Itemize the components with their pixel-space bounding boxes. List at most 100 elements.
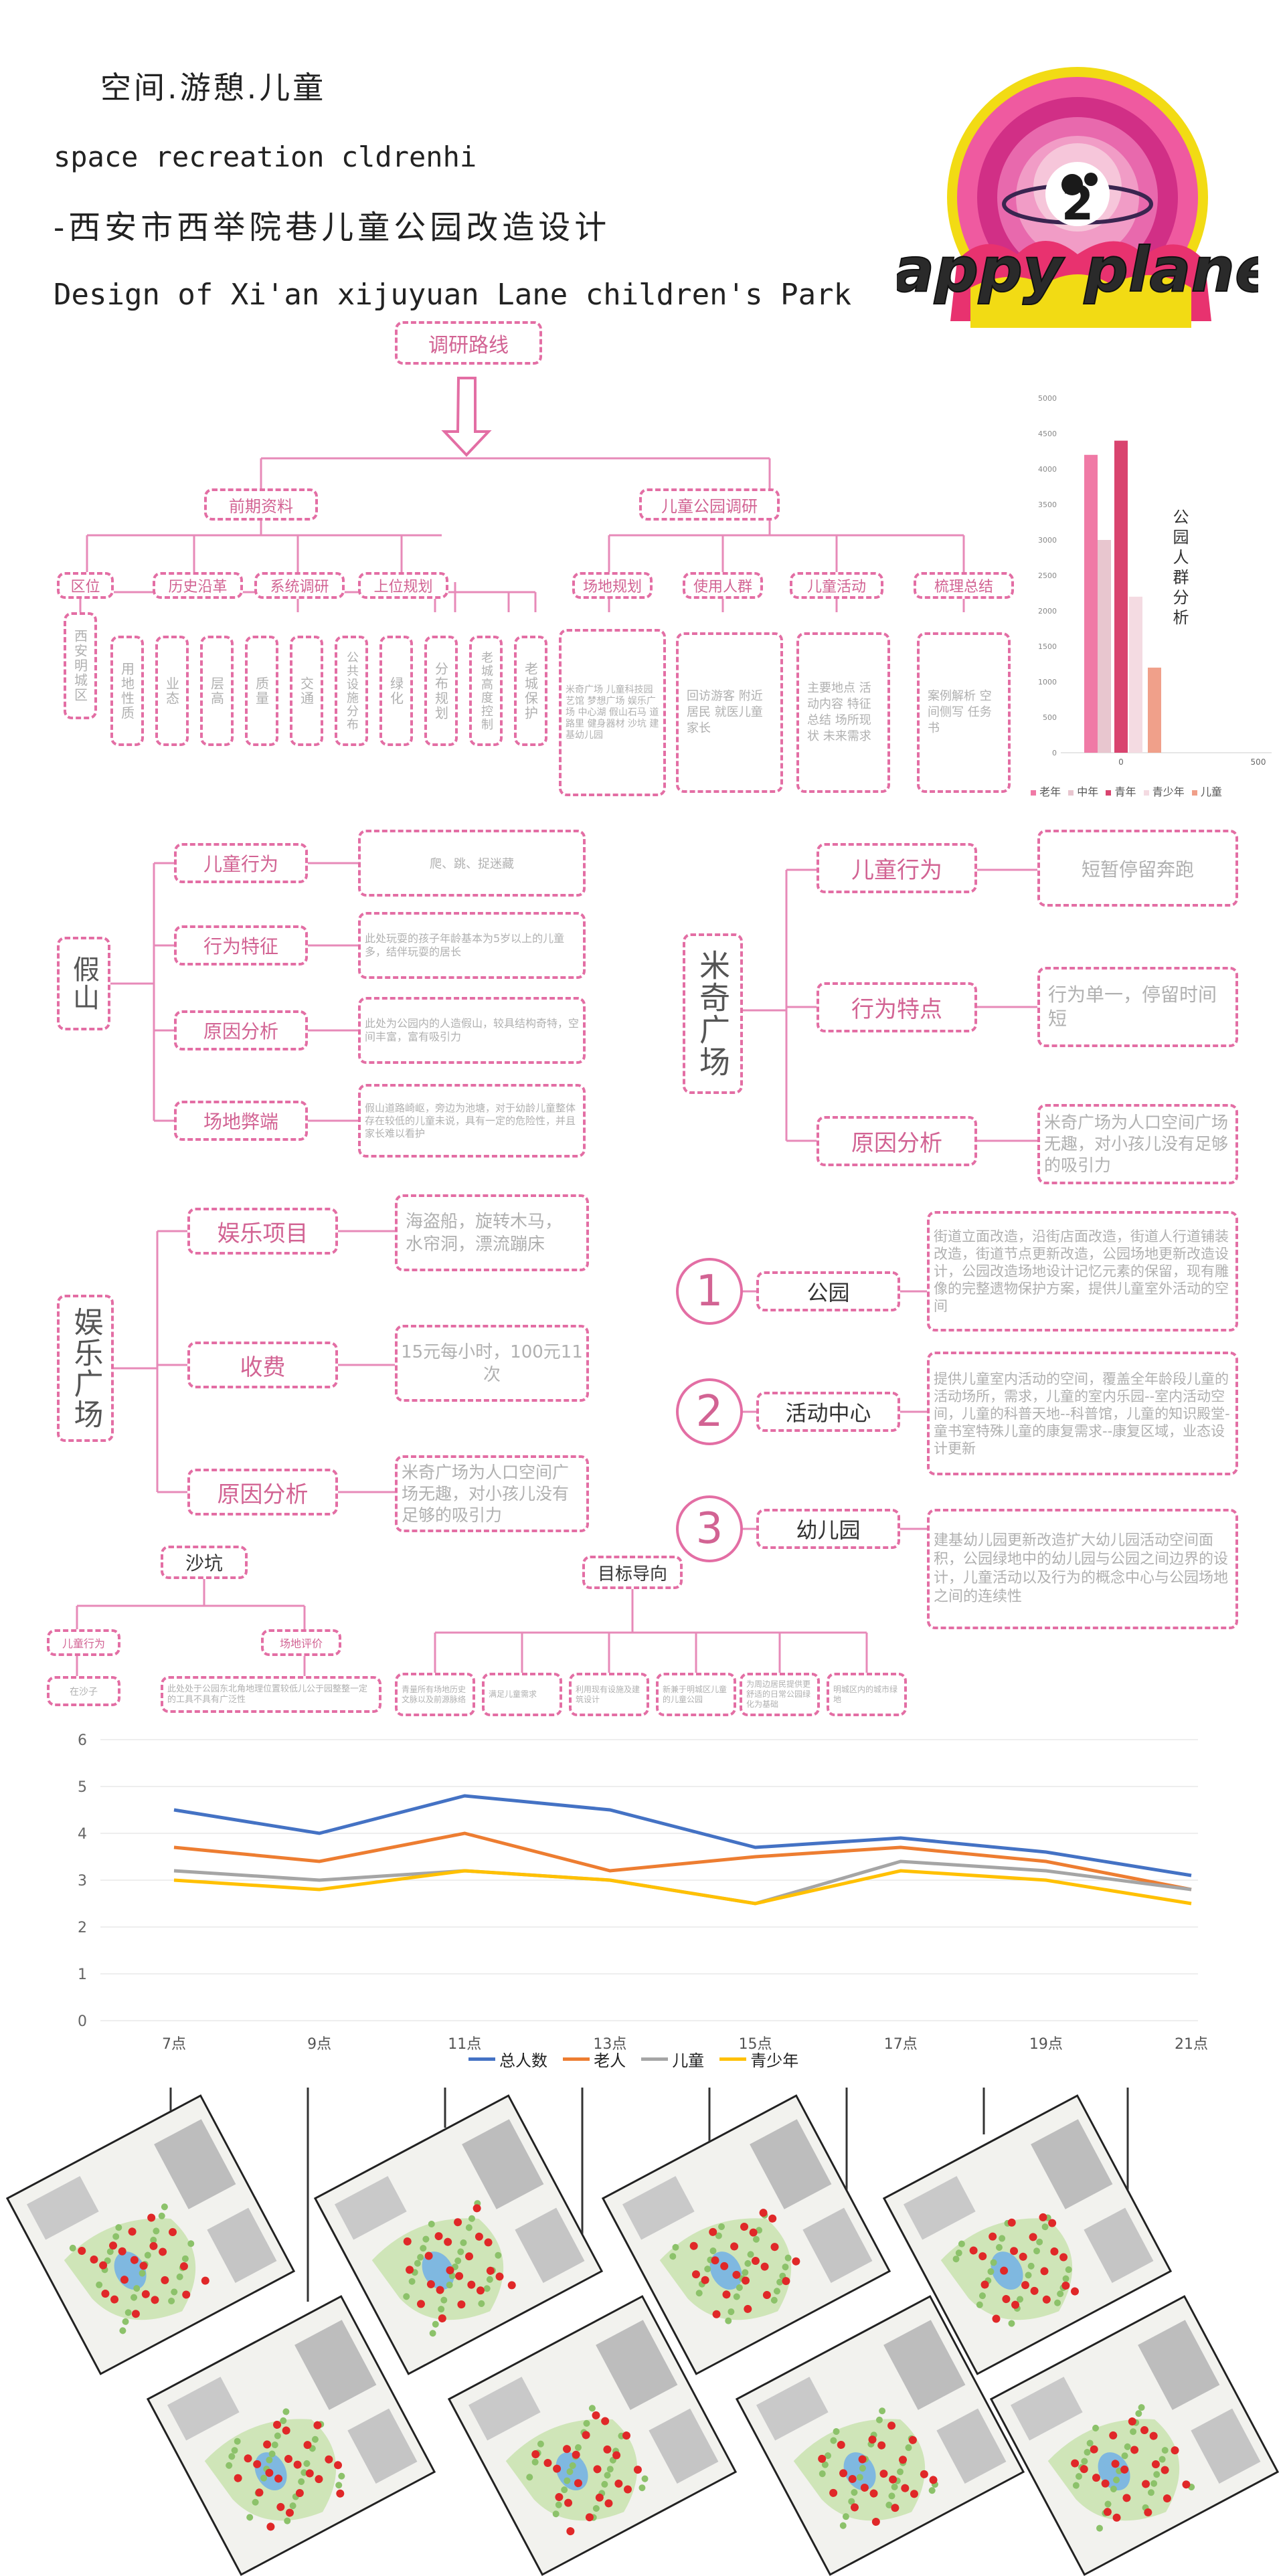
- plan-tree: [526, 2474, 533, 2481]
- plan-tree: [566, 2468, 574, 2476]
- activity-detail: 主要地点 活动内容 特征总结 场所现状 未来需求: [796, 632, 890, 793]
- sub-location: 西安明城区: [64, 612, 97, 719]
- targets-section: 1 公园 街道立面改造，沿街店面改造，街道人行道铺装改造，街道节点更新改造，公园…: [669, 1204, 1252, 1639]
- line-xtick: 13点: [593, 2036, 626, 2053]
- plan-tree: [1096, 2524, 1104, 2532]
- plan-tree: [770, 2296, 778, 2304]
- right-item-activity: 儿童活动: [790, 572, 883, 599]
- site-plan-21: [989, 2295, 1280, 2576]
- plan-tree: [158, 2212, 165, 2219]
- plan-tree: [952, 2256, 960, 2263]
- legend-middle: 中年: [1068, 786, 1098, 798]
- plan-tree: [879, 2407, 886, 2415]
- plan-person: [969, 2246, 978, 2255]
- plan-person: [179, 2262, 188, 2271]
- plan-tree: [428, 2221, 435, 2228]
- plan-tree: [260, 2474, 268, 2482]
- plan-tree: [1110, 2485, 1117, 2492]
- plan-person: [293, 2460, 302, 2469]
- plan-tree: [1113, 2476, 1120, 2484]
- plan-tree: [1054, 2299, 1061, 2306]
- plan-person: [1029, 2233, 1037, 2241]
- plan-person: [101, 2290, 110, 2298]
- line-xtick: 15点: [739, 2036, 772, 2053]
- bar-ytick: 1000: [1038, 678, 1057, 686]
- plan-person: [1021, 2281, 1029, 2290]
- plan-person: [782, 2277, 790, 2286]
- miqi-section: 米奇广场 儿童行为 短暂停留奔跑 行为特点 行为单一，停留时间短 原因分析 米奇…: [669, 823, 1252, 1198]
- plan-person: [891, 2504, 900, 2512]
- plan-tree: [1104, 2500, 1112, 2508]
- plan-person: [689, 2241, 698, 2250]
- plan-person: [899, 2456, 908, 2464]
- plan-person: [128, 2227, 137, 2236]
- plan-person: [1144, 2508, 1152, 2516]
- plan-person: [1002, 2295, 1011, 2304]
- plan-person: [276, 2502, 285, 2511]
- plan-tree: [592, 2505, 600, 2512]
- title-cn: 空间.游憩.儿童: [100, 70, 327, 106]
- plan-tree: [1057, 2290, 1064, 2298]
- plan-tree: [736, 2284, 743, 2291]
- plan-building: [750, 2119, 832, 2209]
- plan-tree: [1084, 2449, 1091, 2456]
- miqi-row-3-label: 原因分析: [817, 1116, 977, 1166]
- plan-tree: [958, 2240, 965, 2247]
- plan-tree: [888, 2492, 895, 2500]
- plan-person: [760, 2262, 769, 2271]
- left-item-planning: 上位规划: [358, 572, 448, 599]
- target-3-desc: 建基幼儿园更新改造扩大幼儿园活动空间面积，公园绿地中的幼儿园与公园之间边界的设计…: [927, 1509, 1238, 1629]
- summary-detail: 案例解析 空间侧写 任务书: [917, 632, 1011, 793]
- plan-person: [266, 2522, 275, 2531]
- plan-tree: [564, 2477, 571, 2484]
- plan-tree: [1161, 2447, 1169, 2454]
- plan-person: [1128, 2417, 1136, 2426]
- plan-person: [1039, 2213, 1047, 2221]
- plan-tree: [842, 2513, 849, 2520]
- plan-person: [1122, 2494, 1131, 2502]
- line-xtick: 17点: [884, 2036, 918, 2053]
- plan-person: [910, 2490, 918, 2498]
- bar-ytick: 2500: [1038, 571, 1057, 580]
- plan-tree: [266, 2456, 273, 2464]
- plan-tree: [990, 2259, 997, 2266]
- plan-person: [131, 2310, 140, 2318]
- plan-tree: [282, 2408, 290, 2415]
- plan-tree: [552, 2510, 560, 2518]
- plan-person: [712, 2310, 721, 2318]
- plan-person: [1140, 2426, 1149, 2435]
- plan-tree: [465, 2224, 473, 2231]
- plan-tree: [782, 2264, 789, 2271]
- plan-tree: [776, 2278, 784, 2286]
- bar-xtick: 0: [1118, 757, 1124, 767]
- target-1-number: 1: [676, 1258, 743, 1325]
- line-ytick: 3: [78, 1873, 87, 1890]
- plan-person: [1109, 2431, 1118, 2440]
- branch-park-survey: 儿童公园调研: [639, 488, 780, 521]
- sub-distribution: 分布规划: [424, 636, 458, 746]
- plan-tree: [709, 2247, 717, 2255]
- line-legend: 总人数 老人 儿童 青少年: [468, 2047, 810, 2071]
- plan-tree: [420, 2245, 427, 2252]
- plan-tree: [438, 2306, 445, 2313]
- plan-tree: [150, 2236, 157, 2243]
- plan-tree: [604, 2472, 611, 2479]
- plan-person: [622, 2431, 630, 2440]
- yule-section: 娱乐广场 娱乐项目 海盗船，旋转木马，水帘洞，漂流蹦床 收费 15元每小时，10…: [40, 1184, 596, 1539]
- plan-person: [850, 2503, 859, 2512]
- bar-ytick: 500: [1043, 713, 1057, 722]
- plan-person: [147, 2213, 156, 2222]
- jiashan-row-3-desc: 此处为公园内的人造假山，较具结构奇特，空间丰富，富有吸引力: [358, 997, 586, 1064]
- left-item-location: 区位: [57, 572, 114, 599]
- plan-person: [722, 2290, 731, 2299]
- plan-person: [770, 2243, 779, 2251]
- plan-tree: [1025, 2272, 1032, 2279]
- plan-tree: [335, 2482, 343, 2489]
- plan-person: [263, 2440, 272, 2449]
- line-ytick: 0: [78, 2013, 87, 2030]
- plan-tree: [124, 2309, 132, 2316]
- plan-tree: [955, 2249, 962, 2257]
- legend-child: 儿童: [1191, 786, 1222, 798]
- plan-tree: [1036, 2238, 1043, 2245]
- plan-tree: [139, 2270, 146, 2277]
